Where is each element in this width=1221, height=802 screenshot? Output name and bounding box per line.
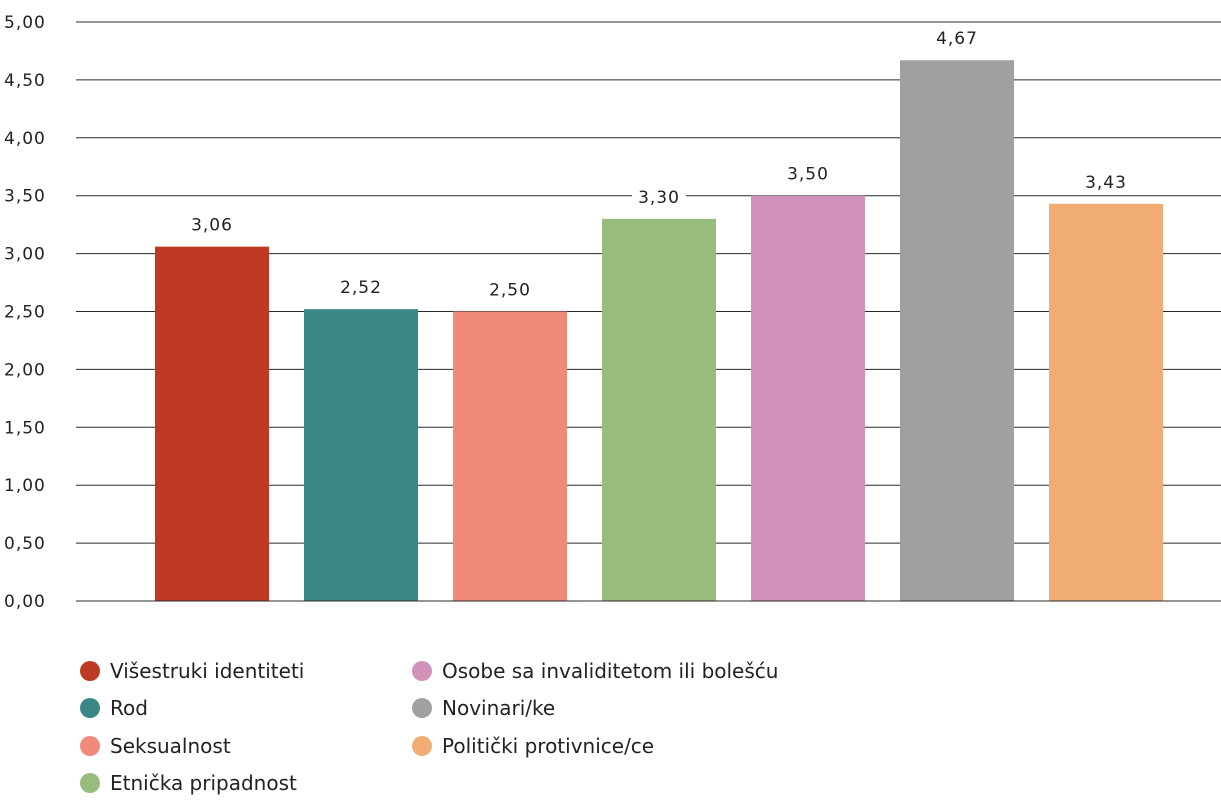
legend-item-visestruki-identiteti: Višestruki identiteti <box>80 652 304 690</box>
legend-swatch <box>80 773 100 793</box>
legend-item-novinari: Novinari/ke <box>412 690 778 728</box>
y-tick-label: 4,50 <box>4 71 46 91</box>
bar-5 <box>751 196 865 601</box>
legend-item-politicki-protivnici: Politički protivnice/ce <box>412 727 778 765</box>
legend-label: Seksualnost <box>110 734 231 758</box>
y-tick-label: 5,00 <box>4 13 46 33</box>
y-tick-label: 2,50 <box>4 303 46 323</box>
bar-4 <box>602 219 716 601</box>
legend-column-right: Osobe sa invaliditetom ili bolešću Novin… <box>412 652 778 765</box>
legend-label: Politički protivnice/ce <box>442 734 654 758</box>
legend-swatch <box>412 736 432 756</box>
chart: 0,00 0,50 1,00 1,50 2,00 2,50 3,00 3,50 4,00 4,50… <box>0 0 1221 630</box>
y-tick-label: 3,50 <box>4 187 46 207</box>
legend-swatch <box>80 698 100 718</box>
y-tick-label: 4,00 <box>4 129 46 149</box>
data-label: 2,50 <box>489 281 531 301</box>
bar-6 <box>900 60 1014 601</box>
bar-7 <box>1049 204 1163 601</box>
data-label: 3,50 <box>787 165 829 185</box>
legend-swatch <box>80 736 100 756</box>
legend-swatch <box>412 661 432 681</box>
y-tick-label: 0,50 <box>4 534 46 554</box>
legend-label: Višestruki identiteti <box>110 659 304 683</box>
legend-item-rod: Rod <box>80 690 304 728</box>
legend-swatch <box>80 661 100 681</box>
y-tick-label: 0,00 <box>4 592 46 612</box>
legend-label: Rod <box>110 696 148 720</box>
data-label: 3,06 <box>191 216 233 236</box>
legend-item-osobe-sa-invaliditetom: Osobe sa invaliditetom ili bolešću <box>412 652 778 690</box>
y-tick-label: 1,50 <box>4 418 46 438</box>
legend: Višestruki identiteti Rod Seksualnost Et… <box>80 652 980 792</box>
data-label: 2,52 <box>340 278 382 298</box>
legend-label: Etnička pripadnost <box>110 771 297 795</box>
legend-item-seksualnost: Seksualnost <box>80 727 304 765</box>
y-tick-label: 1,00 <box>4 476 46 496</box>
y-tick-label: 2,00 <box>4 360 46 380</box>
data-label: 4,67 <box>936 29 978 49</box>
legend-swatch <box>412 698 432 718</box>
legend-label: Novinari/ke <box>442 696 555 720</box>
bar-3 <box>453 312 567 602</box>
bar-chart-svg: 0,00 0,50 1,00 1,50 2,00 2,50 3,00 3,50 4,00 4,50… <box>0 0 1221 630</box>
data-label: 3,43 <box>1085 173 1127 193</box>
legend-item-etnicka-pripadnost: Etnička pripadnost <box>80 765 304 802</box>
bar-2 <box>304 309 418 601</box>
legend-label: Osobe sa invaliditetom ili bolešću <box>442 659 778 683</box>
legend-column-left: Višestruki identiteti Rod Seksualnost Et… <box>80 652 304 802</box>
data-label: 3,30 <box>638 188 680 208</box>
y-tick-label: 3,00 <box>4 245 46 265</box>
bar-1 <box>155 247 269 601</box>
